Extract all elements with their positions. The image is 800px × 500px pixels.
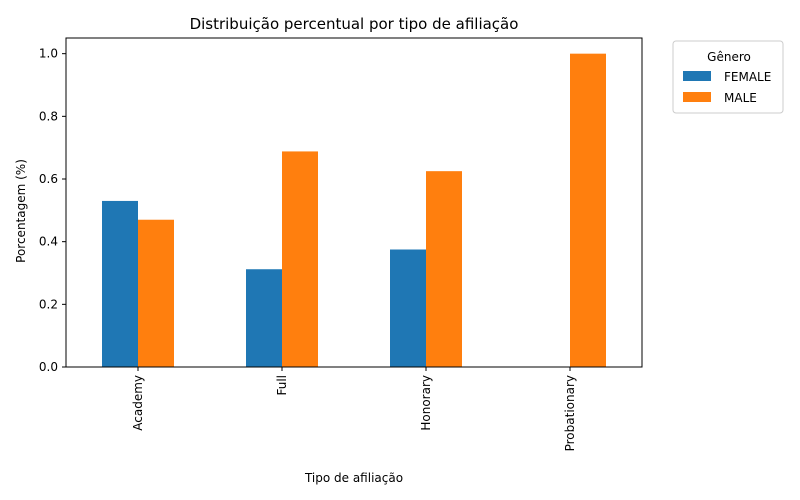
legend-swatch-male [683, 92, 711, 102]
axes-group: 0.0 0.2 0.4 0.6 0.8 1.0 Academy Full Honorary Pro… [39, 37, 643, 451]
bar-male-probationary [570, 53, 606, 368]
chart-title: Distribuição percentual por tipo de afil… [190, 15, 519, 33]
plot-frame [65, 37, 643, 368]
x-tick-label-academy: Academy [131, 375, 145, 431]
bar-male-academy [138, 219, 174, 367]
legend-label-female: FEMALE [724, 70, 771, 84]
x-tick-label-honorary: Honorary [419, 375, 433, 431]
bars-group [102, 53, 606, 368]
legend: Gênero FEMALE MALE [672, 40, 784, 114]
x-tick-label-full: Full [275, 375, 289, 396]
bar-female-full [246, 269, 282, 367]
bar-male-honorary [426, 171, 462, 367]
y-tick-label: 0.6 [39, 172, 58, 186]
x-axis-title: Tipo de afiliação [304, 471, 403, 485]
y-tick-label: 1.0 [39, 47, 58, 61]
legend-label-male: MALE [724, 91, 757, 105]
y-tick-label: 0.2 [39, 297, 58, 311]
bar-male-full [282, 151, 318, 367]
y-tick-label: 0.0 [39, 360, 58, 374]
legend-swatch-female [683, 71, 711, 81]
legend-title: Gênero [707, 50, 751, 64]
x-tick-label-probationary: Probationary [563, 375, 577, 451]
bar-female-academy [102, 200, 138, 367]
bar-female-honorary [390, 249, 426, 367]
y-tick-label: 0.4 [39, 235, 58, 249]
y-tick-label: 0.8 [39, 109, 58, 123]
y-axis-title: Porcentagem (%) [14, 159, 28, 263]
